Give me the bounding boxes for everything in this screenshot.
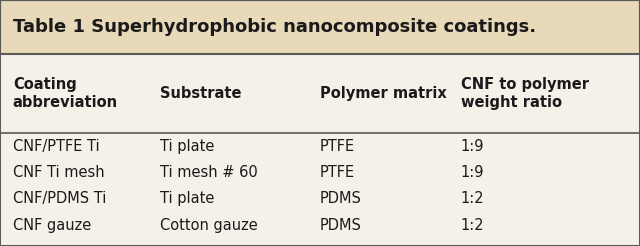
Text: 1:2: 1:2 (461, 218, 484, 233)
Text: 1:9: 1:9 (461, 165, 484, 180)
Text: PDMS: PDMS (320, 218, 362, 233)
Text: Table 1 Superhydrophobic nanocomposite coatings.: Table 1 Superhydrophobic nanocomposite c… (13, 18, 536, 36)
FancyBboxPatch shape (0, 0, 640, 54)
Text: PTFE: PTFE (320, 165, 355, 180)
Text: CNF Ti mesh: CNF Ti mesh (13, 165, 104, 180)
Text: Ti mesh # 60: Ti mesh # 60 (160, 165, 258, 180)
Text: PTFE: PTFE (320, 138, 355, 154)
Text: 1:2: 1:2 (461, 191, 484, 206)
Text: Coating
abbreviation: Coating abbreviation (13, 77, 118, 110)
Text: Ti plate: Ti plate (160, 138, 214, 154)
Text: CNF/PTFE Ti: CNF/PTFE Ti (13, 138, 99, 154)
Text: CNF to polymer
weight ratio: CNF to polymer weight ratio (461, 77, 589, 110)
Text: Ti plate: Ti plate (160, 191, 214, 206)
Text: CNF gauze: CNF gauze (13, 218, 91, 233)
Text: Cotton gauze: Cotton gauze (160, 218, 258, 233)
Text: Substrate: Substrate (160, 86, 241, 101)
Text: CNF/PDMS Ti: CNF/PDMS Ti (13, 191, 106, 206)
Text: Polymer matrix: Polymer matrix (320, 86, 447, 101)
Text: PDMS: PDMS (320, 191, 362, 206)
Text: 1:9: 1:9 (461, 138, 484, 154)
